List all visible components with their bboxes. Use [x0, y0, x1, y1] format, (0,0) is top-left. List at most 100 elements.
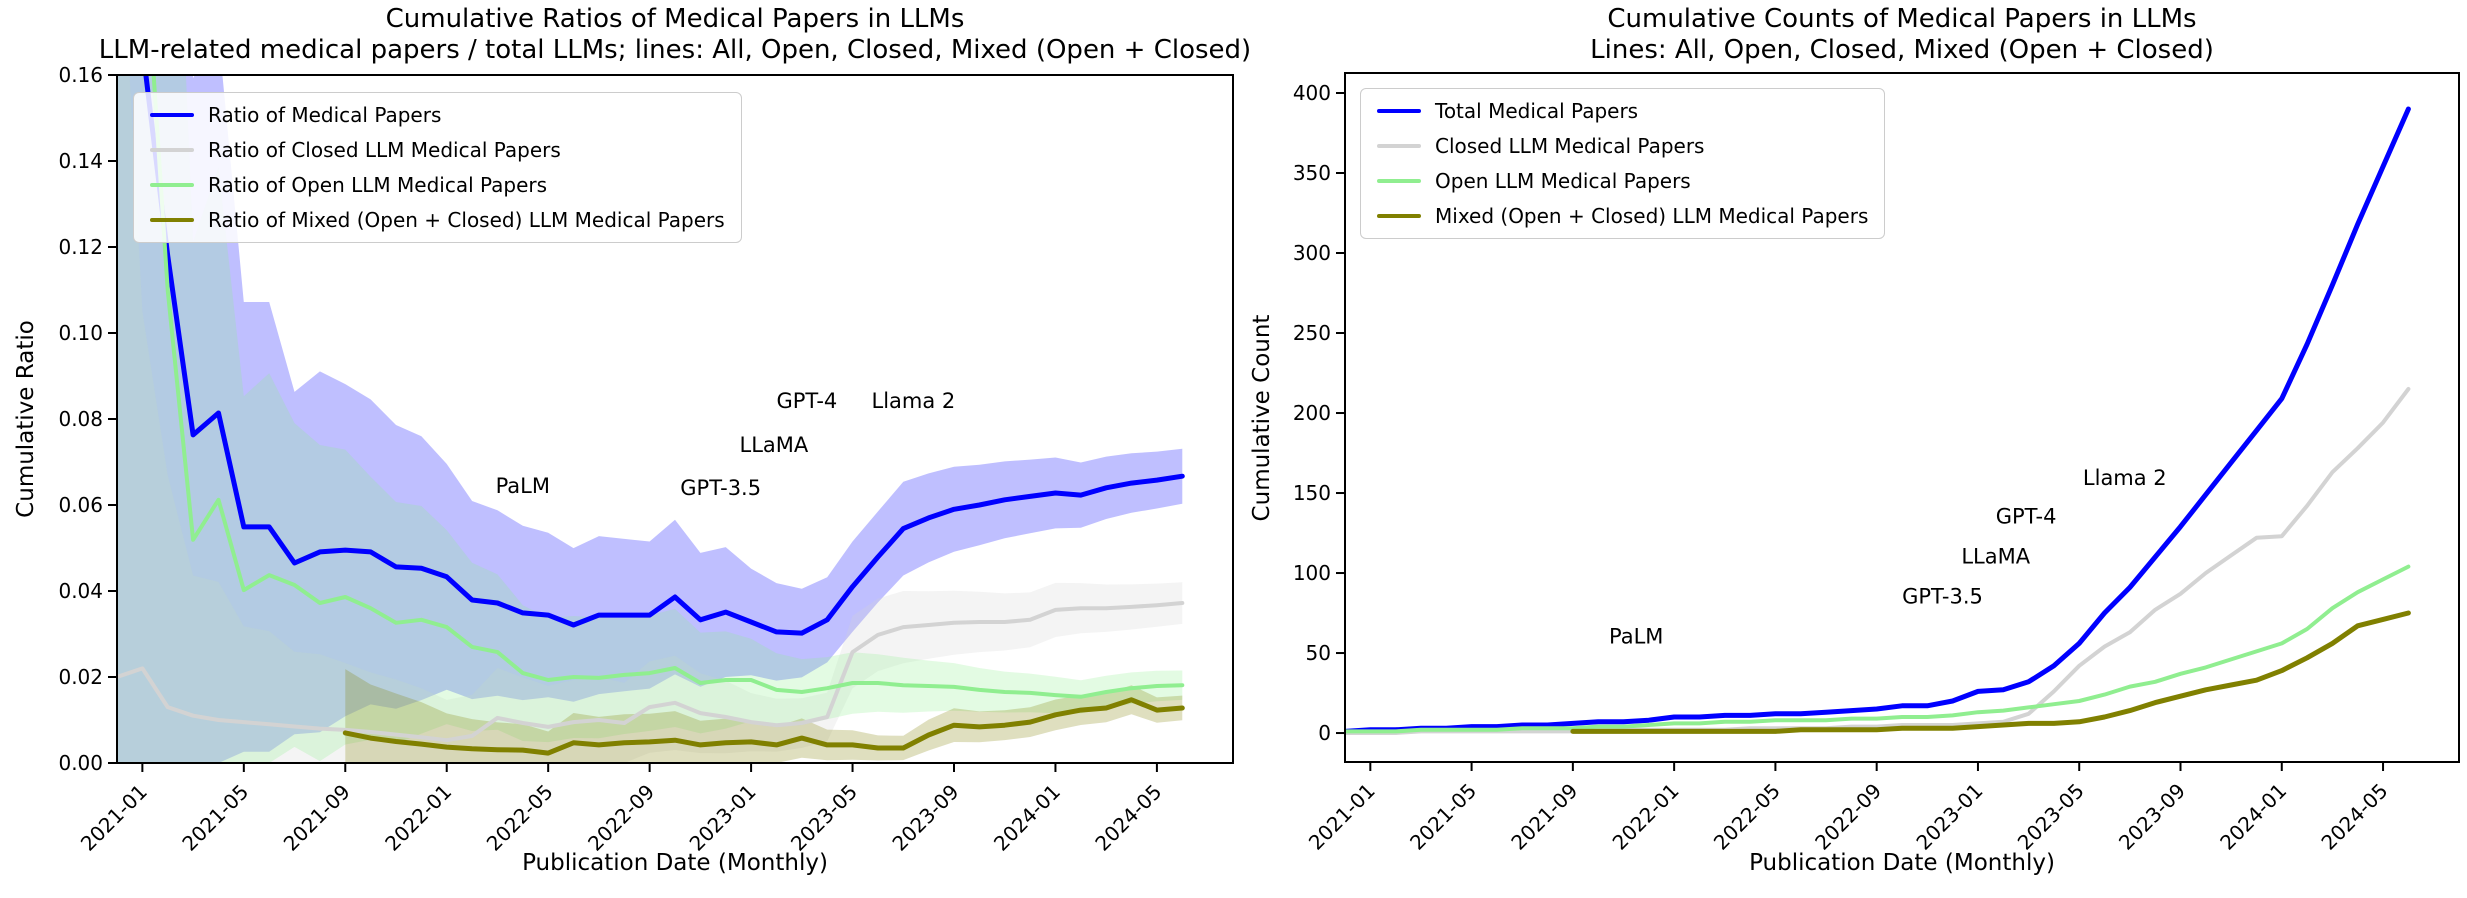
ci-band-mixed	[345, 669, 1183, 763]
y-tick-label: 200	[1293, 401, 1331, 425]
ci-band-open	[117, 75, 1183, 763]
y-tick-label: 0	[1318, 721, 1331, 745]
annotation-llama: LLaMA	[740, 433, 809, 457]
right-chart-subtitle: Lines: All, Open, Closed, Mixed (Open + …	[1590, 35, 2214, 65]
y-tick-label: 250	[1293, 321, 1331, 345]
series-line-closed	[117, 601, 1185, 743]
series-line-total	[1345, 106, 2411, 734]
series-line-open	[1345, 564, 2411, 734]
y-tick-label: 0.12	[58, 235, 103, 259]
legend-label: Ratio of Open LLM Medical Papers	[208, 173, 548, 197]
y-tick-label: 0.14	[58, 149, 103, 173]
x-tick-label: 2023-01	[685, 780, 761, 856]
x-tick-label: 2021-05	[177, 780, 253, 856]
left-x-axis-label: Publication Date (Monthly)	[522, 850, 828, 876]
left-chart-title-line1: Cumulative Ratios of Medical Papers in L…	[385, 4, 965, 34]
x-tick-label: 2022-05	[1709, 779, 1785, 855]
line-swatch-blue	[1377, 108, 1421, 114]
y-tick-label: 0.06	[58, 493, 103, 517]
x-tick-label: 2021-05	[1405, 779, 1481, 855]
y-tick-label: 0.08	[58, 407, 103, 431]
legend-item-ratio-closed: Ratio of Closed LLM Medical Papers	[150, 138, 725, 162]
x-tick-label: 2021-09	[1506, 779, 1582, 855]
series-line-mixed	[1570, 610, 2411, 734]
series-line-total	[143, 75, 1185, 636]
line-swatch-olive	[150, 217, 194, 223]
x-tick-label: 2024-05	[2317, 779, 2393, 855]
annotation-palm: PaLM	[1609, 624, 1663, 648]
series-line-open	[151, 75, 1185, 699]
x-tick-label: 2024-01	[2215, 779, 2291, 855]
right-legend: Total Medical Papers Closed LLM Medical …	[1360, 88, 1886, 239]
legend-label: Ratio of Medical Papers	[208, 103, 442, 127]
right-x-axis-label: Publication Date (Monthly)	[1749, 850, 2055, 876]
y-tick-label: 350	[1293, 161, 1331, 185]
line-swatch-olive	[1377, 213, 1421, 219]
legend-item-count-mixed: Mixed (Open + Closed) LLM Medical Papers	[1377, 204, 1868, 228]
y-tick-label: 0.04	[58, 579, 103, 603]
legend-label: Mixed (Open + Closed) LLM Medical Papers	[1435, 204, 1869, 228]
legend-label: Total Medical Papers	[1435, 99, 1639, 123]
right-chart-title-line1: Cumulative Counts of Medical Papers in L…	[1607, 4, 2197, 34]
right-chart-title: Cumulative Counts of Medical Papers in L…	[1590, 4, 2214, 66]
series-line-mixed	[342, 697, 1185, 756]
x-tick-label: 2022-01	[380, 780, 456, 856]
legend-item-ratio-mixed: Ratio of Mixed (Open + Closed) LLM Medic…	[150, 208, 725, 232]
left-chart-title: Cumulative Ratios of Medical Papers in L…	[99, 4, 1251, 66]
y-tick-label: 0.00	[58, 751, 103, 775]
legend-label: Ratio of Mixed (Open + Closed) LLM Medic…	[208, 208, 725, 232]
x-tick-label: 2023-09	[2114, 779, 2190, 855]
annotation-gpt-3-5: GPT-3.5	[1902, 584, 1983, 608]
annotation-gpt-3-5: GPT-3.5	[680, 476, 761, 500]
x-tick-label: 2023-05	[786, 780, 862, 856]
legend-label: Ratio of Closed LLM Medical Papers	[208, 138, 561, 162]
x-tick-label: 2023-09	[887, 780, 963, 856]
series-line-closed	[1345, 387, 2411, 735]
x-tick-label: 2022-09	[583, 780, 659, 856]
x-tick-label: 2023-05	[2013, 779, 2089, 855]
annotation-gpt-4: GPT-4	[777, 389, 838, 413]
y-tick-label: 100	[1293, 561, 1331, 585]
y-tick-label: 150	[1293, 481, 1331, 505]
legend-item-ratio-open: Ratio of Open LLM Medical Papers	[150, 173, 725, 197]
y-tick-label: 0.16	[58, 63, 103, 87]
legend-label: Open LLM Medical Papers	[1435, 169, 1691, 193]
annotation-gpt-4: GPT-4	[1996, 504, 2057, 528]
legend-item-count-open: Open LLM Medical Papers	[1377, 169, 1868, 193]
x-tick-label: 2022-09	[1810, 779, 1886, 855]
line-swatch-blue	[150, 112, 194, 118]
annotation-llama-2: Llama 2	[872, 389, 956, 413]
annotation-llama: LLaMA	[1961, 544, 2030, 568]
y-tick-label: 0.02	[58, 665, 103, 689]
x-tick-label: 2024-01	[989, 780, 1065, 856]
y-tick-label: 50	[1306, 641, 1331, 665]
plot-area-ratios	[117, 75, 1185, 763]
ci-band-total	[117, 75, 1183, 763]
axes-spines-counts	[1344, 72, 2460, 763]
line-swatch-gray	[150, 147, 194, 153]
left-chart-subtitle: LLM-related medical papers / total LLMs;…	[98, 35, 1252, 65]
x-tick-label: 2023-01	[1911, 779, 1987, 855]
legend-item-count-total: Total Medical Papers	[1377, 99, 1868, 123]
left-legend: Ratio of Medical Papers Ratio of Closed …	[133, 92, 742, 243]
ci-band-closed	[117, 75, 1183, 763]
legend-item-count-closed: Closed LLM Medical Papers	[1377, 134, 1868, 158]
y-tick-label: 300	[1293, 241, 1331, 265]
plot-area-counts	[1345, 106, 2411, 735]
annotation-llama-2: Llama 2	[2083, 466, 2167, 490]
x-tick-label: 2022-01	[1608, 779, 1684, 855]
line-swatch-green	[150, 182, 194, 188]
x-tick-label: 2021-09	[279, 780, 355, 856]
legend-item-ratio-total: Ratio of Medical Papers	[150, 103, 725, 127]
x-tick-label: 2021-01	[76, 780, 152, 856]
line-swatch-gray	[1377, 143, 1421, 149]
x-tick-label: 2022-05	[482, 780, 558, 856]
y-tick-label: 400	[1293, 81, 1331, 105]
x-tick-label: 2024-05	[1090, 780, 1166, 856]
annotation-palm: PaLM	[496, 474, 550, 498]
legend-label: Closed LLM Medical Papers	[1435, 134, 1705, 158]
line-swatch-green	[1377, 178, 1421, 184]
y-tick-label: 0.10	[58, 321, 103, 345]
